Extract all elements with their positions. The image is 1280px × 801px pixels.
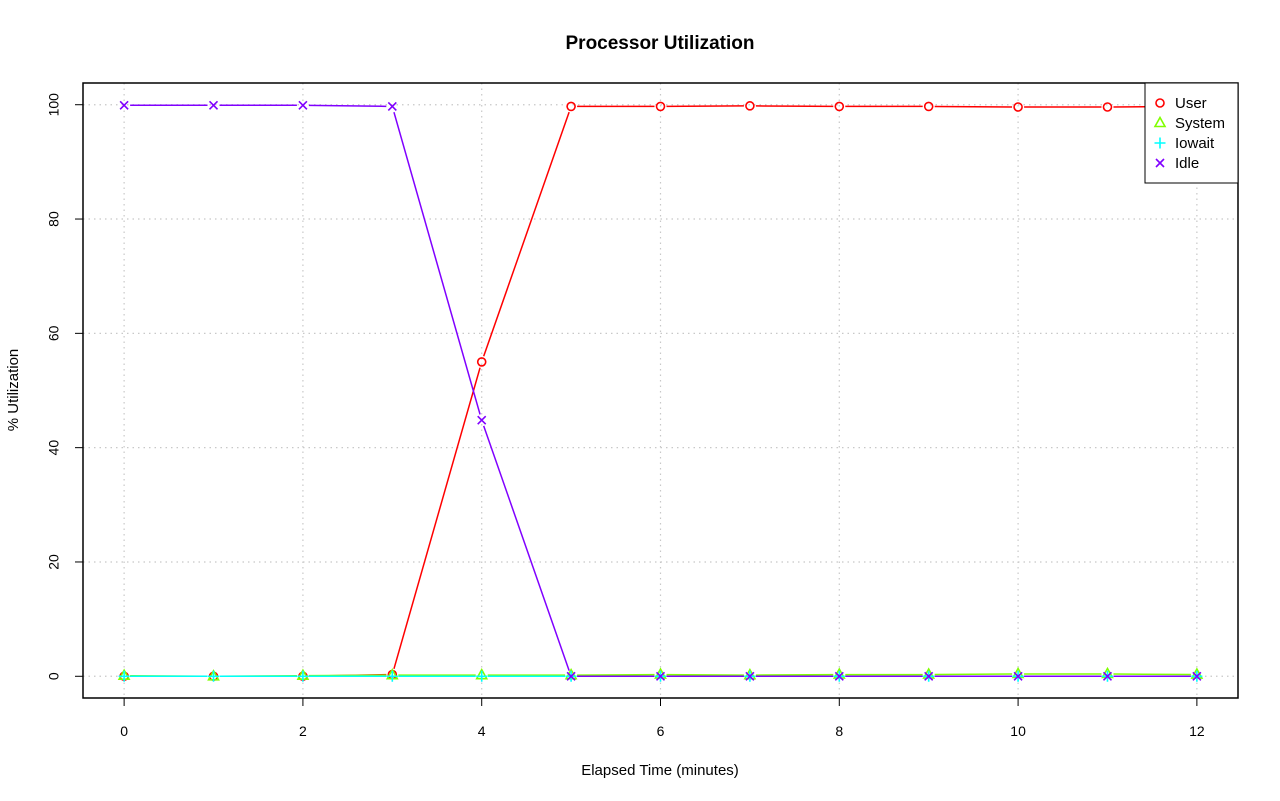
series-layer bbox=[117, 100, 1204, 682]
grid-layer bbox=[83, 83, 1238, 698]
series-idle-point bbox=[208, 100, 219, 110]
legend: User System Iowait Idle bbox=[1144, 82, 1239, 184]
series-idle-segment bbox=[308, 104, 387, 108]
series-user-point bbox=[923, 101, 934, 112]
y-tick-label: 0 bbox=[46, 672, 62, 680]
legend-entries: User System Iowait Idle bbox=[1153, 95, 1225, 172]
series-iowait-point bbox=[297, 670, 309, 682]
x-axis-label: Elapsed Time (minutes) bbox=[581, 762, 739, 779]
axis-layer: 0 2 4 6 8 10 12 0 20 40 60 80 100 bbox=[46, 93, 1205, 739]
series-user-point bbox=[1102, 102, 1113, 112]
legend-label-idle: Idle bbox=[1175, 155, 1199, 172]
legend-marker-idle bbox=[1155, 158, 1165, 168]
x-tick-label: 4 bbox=[478, 723, 486, 739]
series-idle-point bbox=[119, 100, 129, 110]
y-tick-label: 100 bbox=[46, 93, 62, 117]
series-idle-point bbox=[834, 671, 844, 681]
chart-title: Processor Utilization bbox=[566, 33, 755, 54]
y-tick-label: 40 bbox=[46, 440, 62, 456]
series-idle-point bbox=[566, 671, 576, 681]
series-idle-point bbox=[1013, 671, 1023, 681]
series-user-point bbox=[566, 101, 576, 112]
series-iowait-point bbox=[208, 670, 220, 682]
x-tick-label: 6 bbox=[657, 723, 665, 739]
series-user-point bbox=[745, 101, 755, 111]
series-idle-point bbox=[477, 415, 487, 425]
legend-marker-iowait bbox=[1154, 137, 1166, 149]
legend-marker-system bbox=[1153, 115, 1167, 128]
series-user-segment bbox=[393, 367, 481, 670]
series-idle-point bbox=[387, 101, 397, 111]
series-iowait-point bbox=[476, 670, 488, 682]
series-user-segment bbox=[482, 111, 570, 357]
series-idle-segment bbox=[482, 425, 570, 671]
x-tick-label: 10 bbox=[1010, 723, 1026, 739]
series-iowait-point bbox=[118, 670, 130, 682]
legend-marker-user bbox=[1155, 98, 1165, 108]
y-tick-label: 60 bbox=[46, 325, 62, 341]
x-tick-label: 12 bbox=[1189, 723, 1205, 739]
legend-label-user: User bbox=[1175, 95, 1207, 112]
legend-label-system: System bbox=[1175, 115, 1225, 132]
series-user-point bbox=[834, 101, 845, 112]
series-idle-point bbox=[924, 671, 934, 681]
series-idle-point bbox=[1102, 671, 1113, 681]
series-idle-point bbox=[745, 671, 755, 681]
series-iowait-point bbox=[386, 670, 398, 682]
series-idle-point bbox=[298, 100, 308, 110]
series-idle-segment bbox=[393, 111, 481, 415]
x-tick-label: 0 bbox=[120, 723, 128, 739]
legend-label-iowait: Iowait bbox=[1175, 135, 1215, 152]
y-tick-label: 20 bbox=[46, 554, 62, 570]
x-tick-label: 8 bbox=[835, 723, 843, 739]
series-idle bbox=[119, 100, 1202, 681]
y-axis-label: % Utilization bbox=[5, 349, 22, 432]
series-user-point bbox=[1013, 102, 1023, 112]
x-tick-label: 2 bbox=[299, 723, 307, 739]
series-idle-point bbox=[655, 671, 666, 681]
series-idle-point bbox=[1192, 671, 1202, 681]
series-user-point bbox=[655, 101, 666, 112]
y-tick-label: 80 bbox=[46, 211, 62, 227]
series-user-point bbox=[476, 357, 487, 367]
